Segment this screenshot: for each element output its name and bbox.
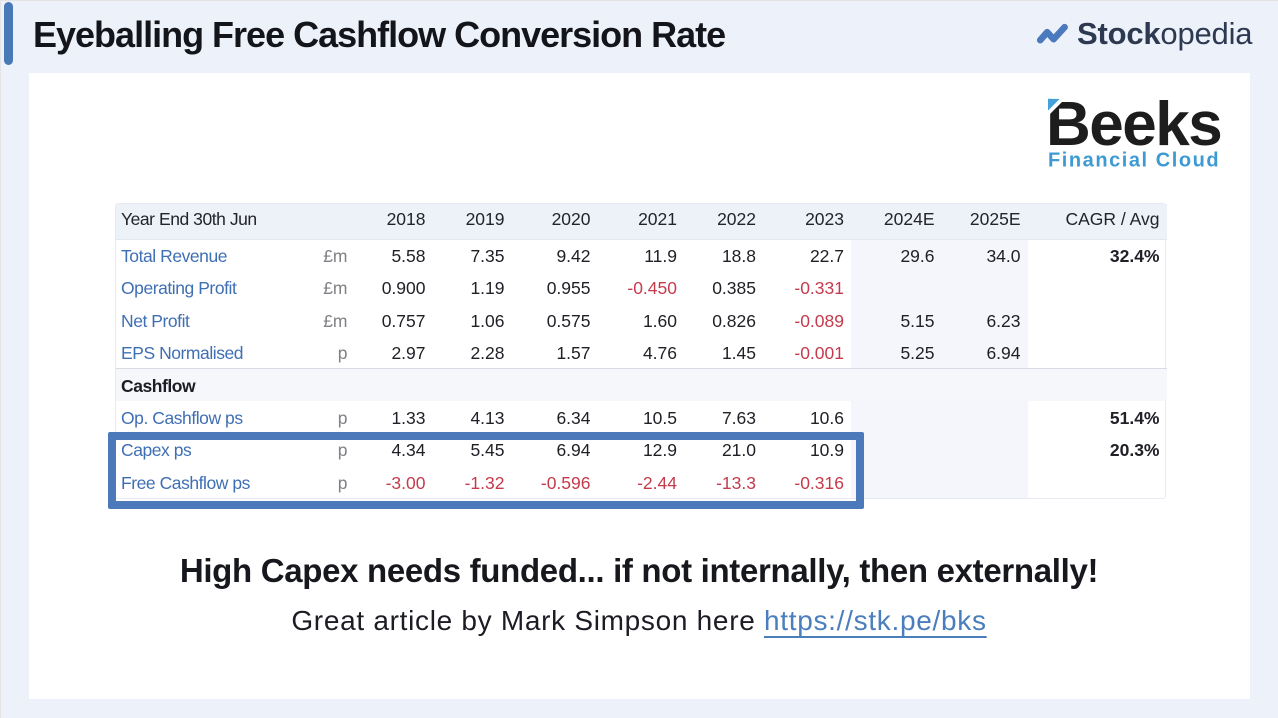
svg-text:Beeks: Beeks bbox=[1046, 90, 1221, 159]
svg-text:Financial Cloud: Financial Cloud bbox=[1048, 149, 1220, 171]
